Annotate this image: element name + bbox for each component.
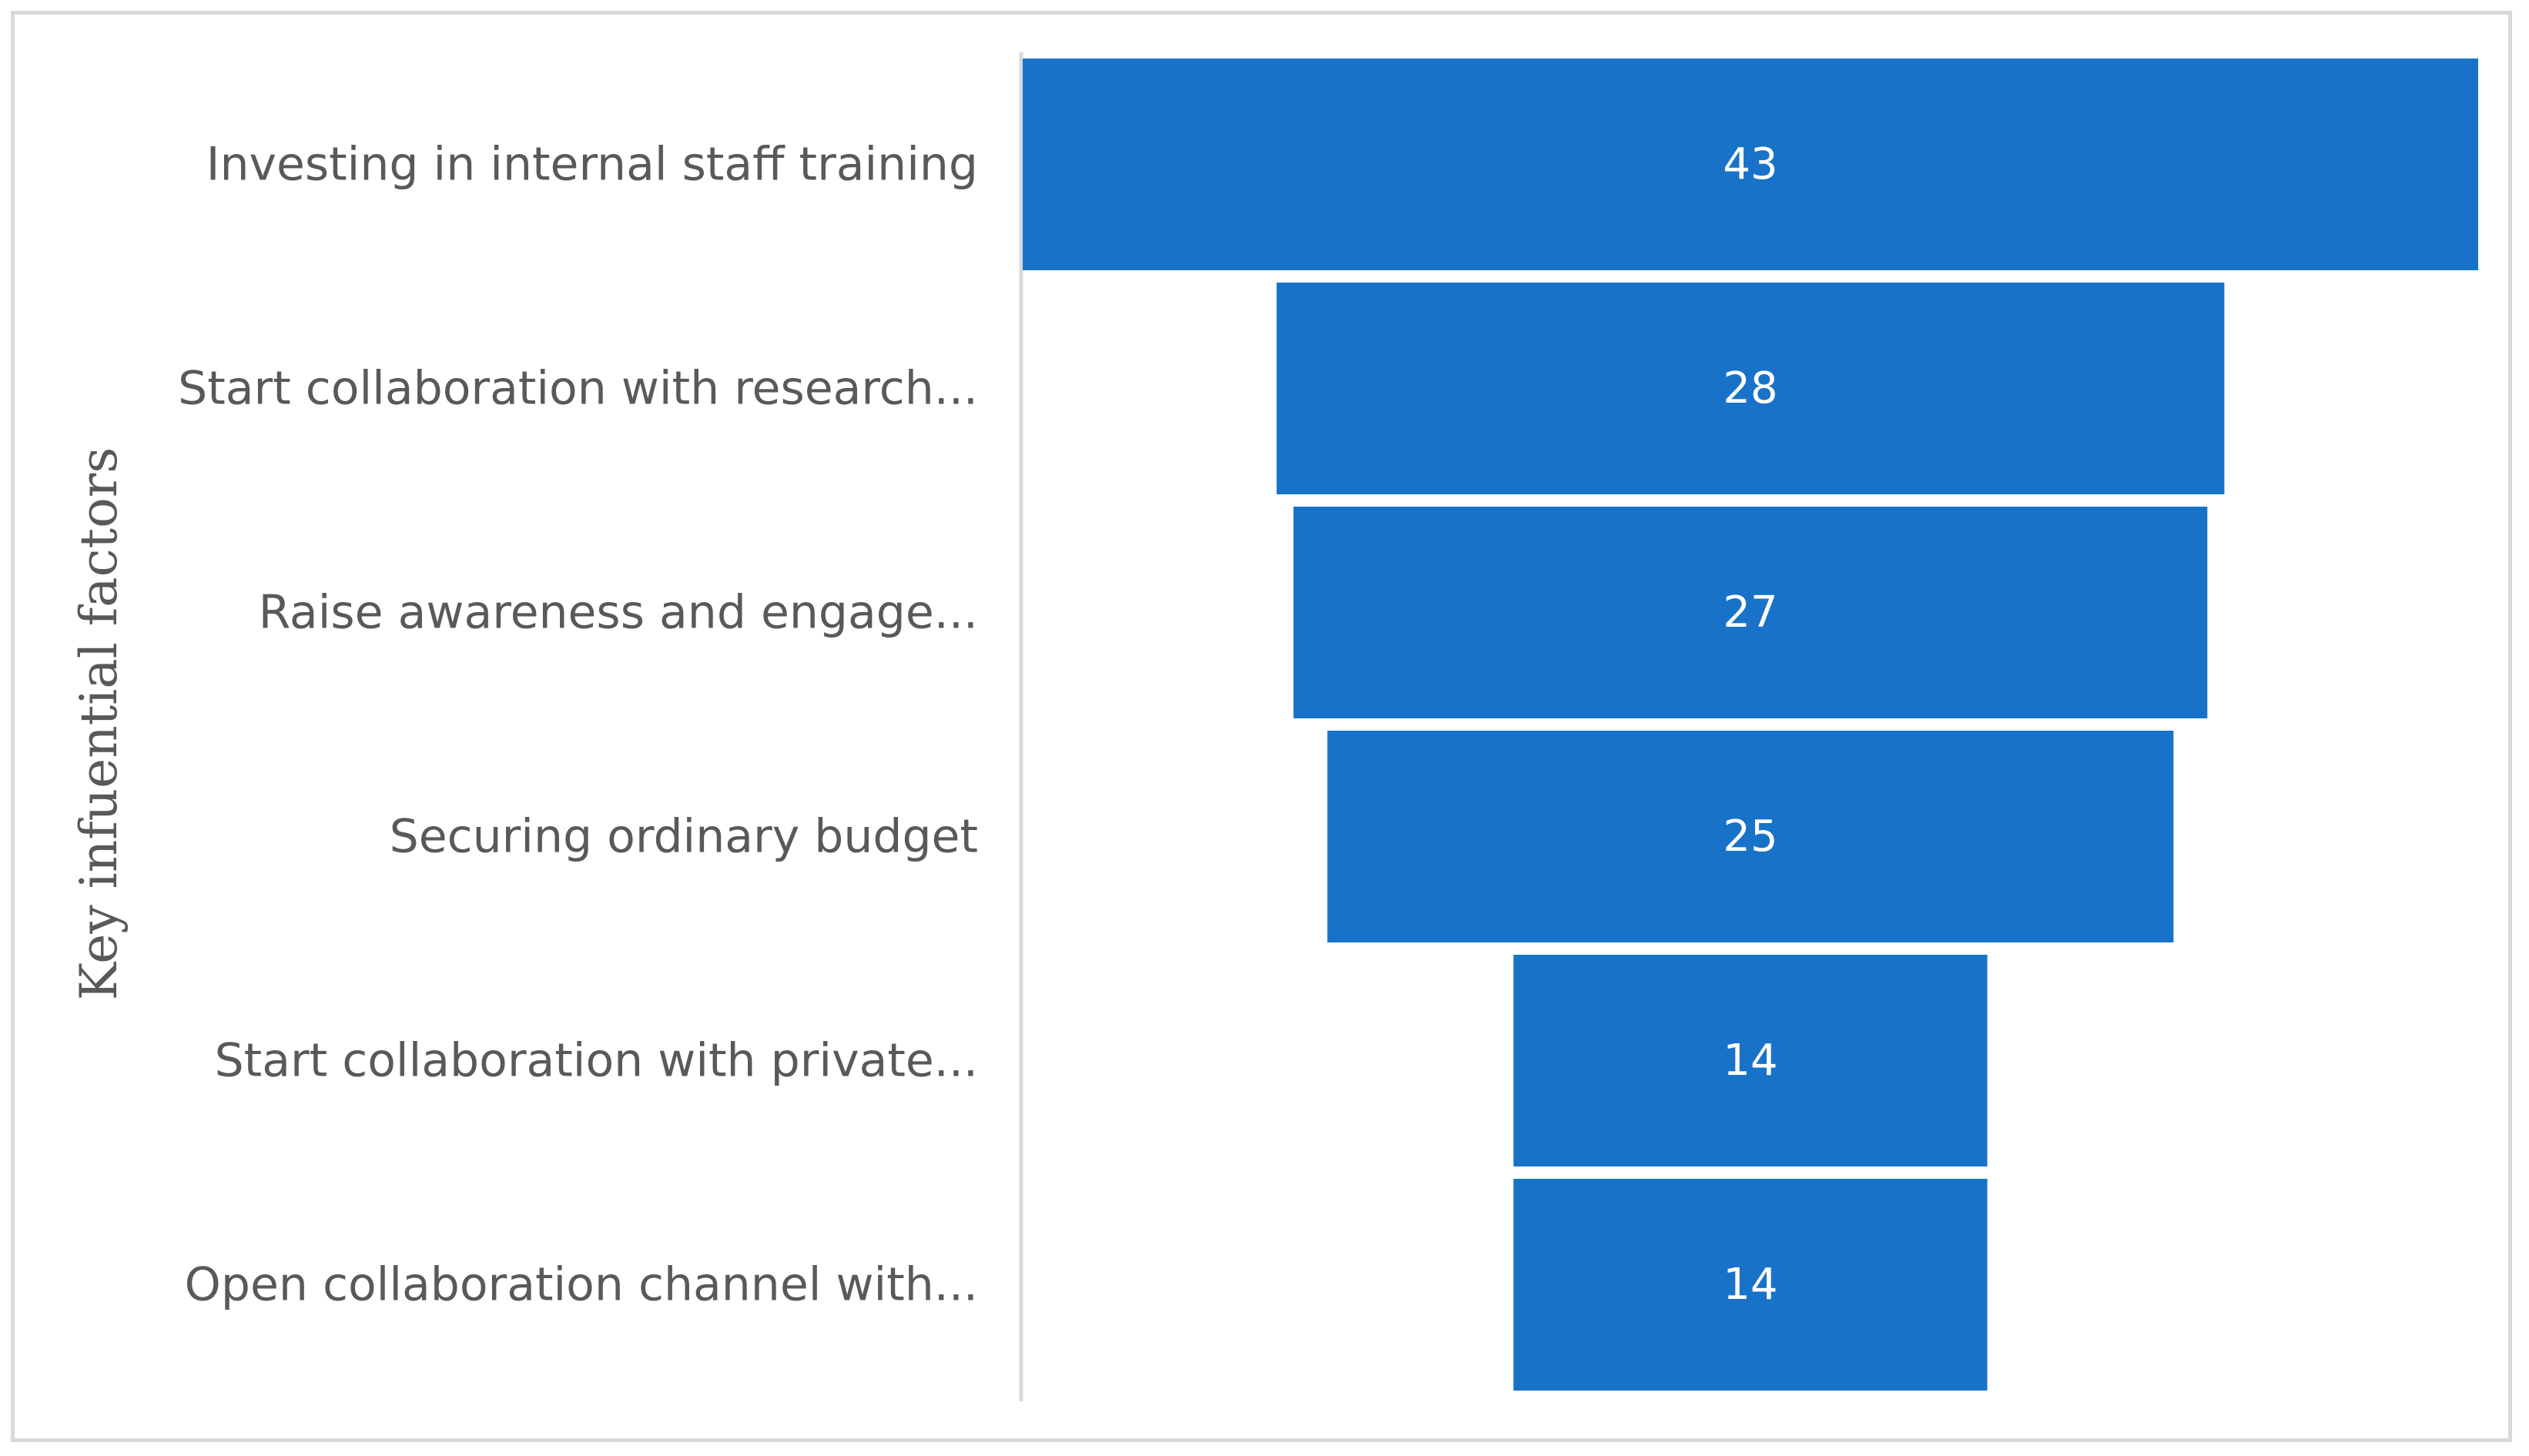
- bar-value-label: 25: [1723, 812, 1777, 862]
- bar-value-label: 27: [1723, 587, 1777, 638]
- funnel-bar: [1327, 731, 2174, 942]
- bar-value-label: 43: [1723, 139, 1777, 189]
- funnel-bar: [1513, 1179, 1988, 1391]
- category-label: Start collaboration with private...: [215, 1034, 978, 1088]
- funnel-bar: [1276, 283, 2225, 494]
- funnel-bar: [1513, 955, 1988, 1166]
- funnel-bar: [1023, 59, 2478, 270]
- category-labels-layer: Investing in internal staff training Star…: [178, 138, 978, 1312]
- category-label: Start collaboration with research...: [178, 362, 978, 416]
- value-labels-layer: 43 28 27 25 14 14: [1723, 139, 1777, 1310]
- category-label: Securing ordinary budget: [390, 810, 978, 864]
- y-axis-title: Key infuential factors: [69, 447, 129, 1000]
- category-label: Open collaboration channel with...: [185, 1258, 978, 1312]
- funnel-bar: [1293, 507, 2208, 718]
- bar-value-label: 14: [1723, 1260, 1777, 1310]
- category-label: Raise awareness and engage...: [259, 586, 978, 640]
- bars-layer: [1023, 59, 2478, 1391]
- bar-value-label: 14: [1723, 1036, 1777, 1086]
- bar-value-label: 28: [1723, 363, 1777, 413]
- category-label: Investing in internal staff training: [206, 138, 978, 192]
